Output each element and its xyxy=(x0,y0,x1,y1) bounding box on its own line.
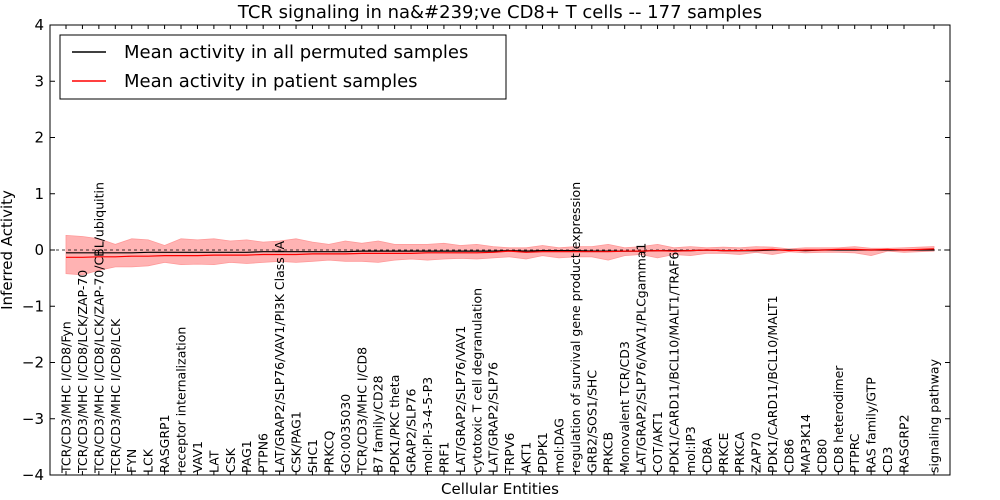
x-category-label: TCR/CD3/MHC I/CD8/LCK/ZAP-70 xyxy=(75,270,90,474)
x-category-label: CSK/PAG1 xyxy=(289,411,304,473)
x-category-label: mol:PI-3-4-5-P3 xyxy=(420,377,435,473)
x-category-label: RASGRP1 xyxy=(157,414,172,473)
x-category-label: PRKCQ xyxy=(321,431,336,473)
x-axis-label: Cellular Entities xyxy=(441,480,559,498)
x-category-label: GRAP2/SLP76 xyxy=(404,388,419,473)
x-category-label: VAV1 xyxy=(190,441,205,473)
legend-label: Mean activity in all permuted samples xyxy=(124,42,468,63)
legend-label: Mean activity in patient samples xyxy=(124,71,418,92)
x-category-label: CD80 xyxy=(814,439,829,473)
x-category-label: LAT/GRAP2/SLP76/VAV1/PI3K Class IA xyxy=(272,241,287,473)
x-category-label: signaling pathway xyxy=(927,358,942,473)
x-category-label: mol:IP3 xyxy=(683,426,698,473)
y-tick-label: 4 xyxy=(34,16,44,34)
chart-title: TCR signaling in na&#239;ve CD8+ T cells… xyxy=(237,2,762,23)
legend-box xyxy=(59,34,507,100)
x-category-label: PDK1/PKC theta xyxy=(387,375,402,473)
x-category-label: CD8 heterodimer xyxy=(831,365,846,473)
x-category-label: PTPRC xyxy=(847,433,862,473)
x-category-label: AKT1 xyxy=(519,442,534,473)
x-category-label: LAT/GRAP2/SLP76 xyxy=(486,362,501,473)
x-category-label: cytotoxic T cell degranulation xyxy=(469,288,484,473)
x-category-label: Monovalent TCR/CD3 xyxy=(617,341,632,473)
x-category-label: mol:DAG xyxy=(551,418,566,473)
x-category-label: PTPN6 xyxy=(256,433,271,473)
y-axis-label: Inferred Activity xyxy=(0,190,16,310)
x-category-label: RASGRP2 xyxy=(897,414,912,473)
x-category-label: regulation of survival gene product expr… xyxy=(568,182,583,473)
x-category-label: GO:0035030 xyxy=(338,394,353,473)
x-category-label: B7 family/CD28 xyxy=(371,375,386,473)
x-category-label: FYN xyxy=(124,449,139,473)
x-category-label: COT/AKT1 xyxy=(650,411,665,473)
confidence-band xyxy=(65,234,935,276)
series-line-patient xyxy=(66,248,935,258)
x-category-label: LAT/GRAP2/SLP76/VAV1 xyxy=(453,326,468,473)
x-category-label: CD86 xyxy=(782,439,797,473)
x-category-label: LCK xyxy=(141,448,156,473)
x-category-label: TCR/CD3/MHC I/CD8/Fyn xyxy=(59,321,74,474)
y-tick-label: 2 xyxy=(34,129,44,147)
x-category-label: ZAP70 xyxy=(749,432,764,473)
x-category-label: PRKCE xyxy=(716,433,731,473)
x-category-label: TCR/CD3/MHC I/CD8 xyxy=(354,347,369,474)
x-category-label: PDK1/CARD11/BCL10/MALT1 xyxy=(765,295,780,473)
legend: Mean activity in all permuted samples Mea… xyxy=(59,34,507,100)
x-category-label: PRKCA xyxy=(732,432,747,473)
y-tick-label: 1 xyxy=(34,185,44,203)
x-category-label: CSK xyxy=(223,447,238,473)
x-category-label: PAG1 xyxy=(239,440,254,473)
x-category-label: LAT/GRAP2/SLP76/VAV1/PLCgamma1 xyxy=(634,243,649,473)
x-category-label: LAT xyxy=(206,450,221,473)
x-category-label: PDK1/CARD11/BCL10/MALT1/TRAF6 xyxy=(667,252,682,473)
y-tick-label: −2 xyxy=(22,354,44,372)
x-category-label: MAP3K14 xyxy=(798,414,813,473)
x-category-label: RAS family/GTP xyxy=(864,377,879,473)
x-category-label: CD8A xyxy=(699,438,714,473)
x-category-label: TCR/CD3/MHC I/CD8/LCK/ZAP-70/CBL/ubiquit… xyxy=(91,182,106,474)
x-category-label: SHC1 xyxy=(305,439,320,473)
y-tick-label: 0 xyxy=(34,241,44,259)
x-category-label: TRPV6 xyxy=(502,433,517,474)
x-category-label: TCR/CD3/MHC I/CD8/LCK xyxy=(108,318,123,474)
x-category-label: PDPK1 xyxy=(535,432,550,473)
x-category-label: CD3 xyxy=(880,447,895,473)
x-category-label: receptor internalization xyxy=(174,327,189,473)
y-tick-label: −3 xyxy=(22,410,44,428)
y-tick-label: −4 xyxy=(22,466,44,484)
x-category-label: PRKCB xyxy=(601,432,616,473)
x-category-label: GRB2/SOS1/SHC xyxy=(584,370,599,473)
x-category-label: PRF1 xyxy=(436,442,451,473)
y-tick-label: −1 xyxy=(22,297,44,315)
y-tick-label: 3 xyxy=(34,72,44,90)
